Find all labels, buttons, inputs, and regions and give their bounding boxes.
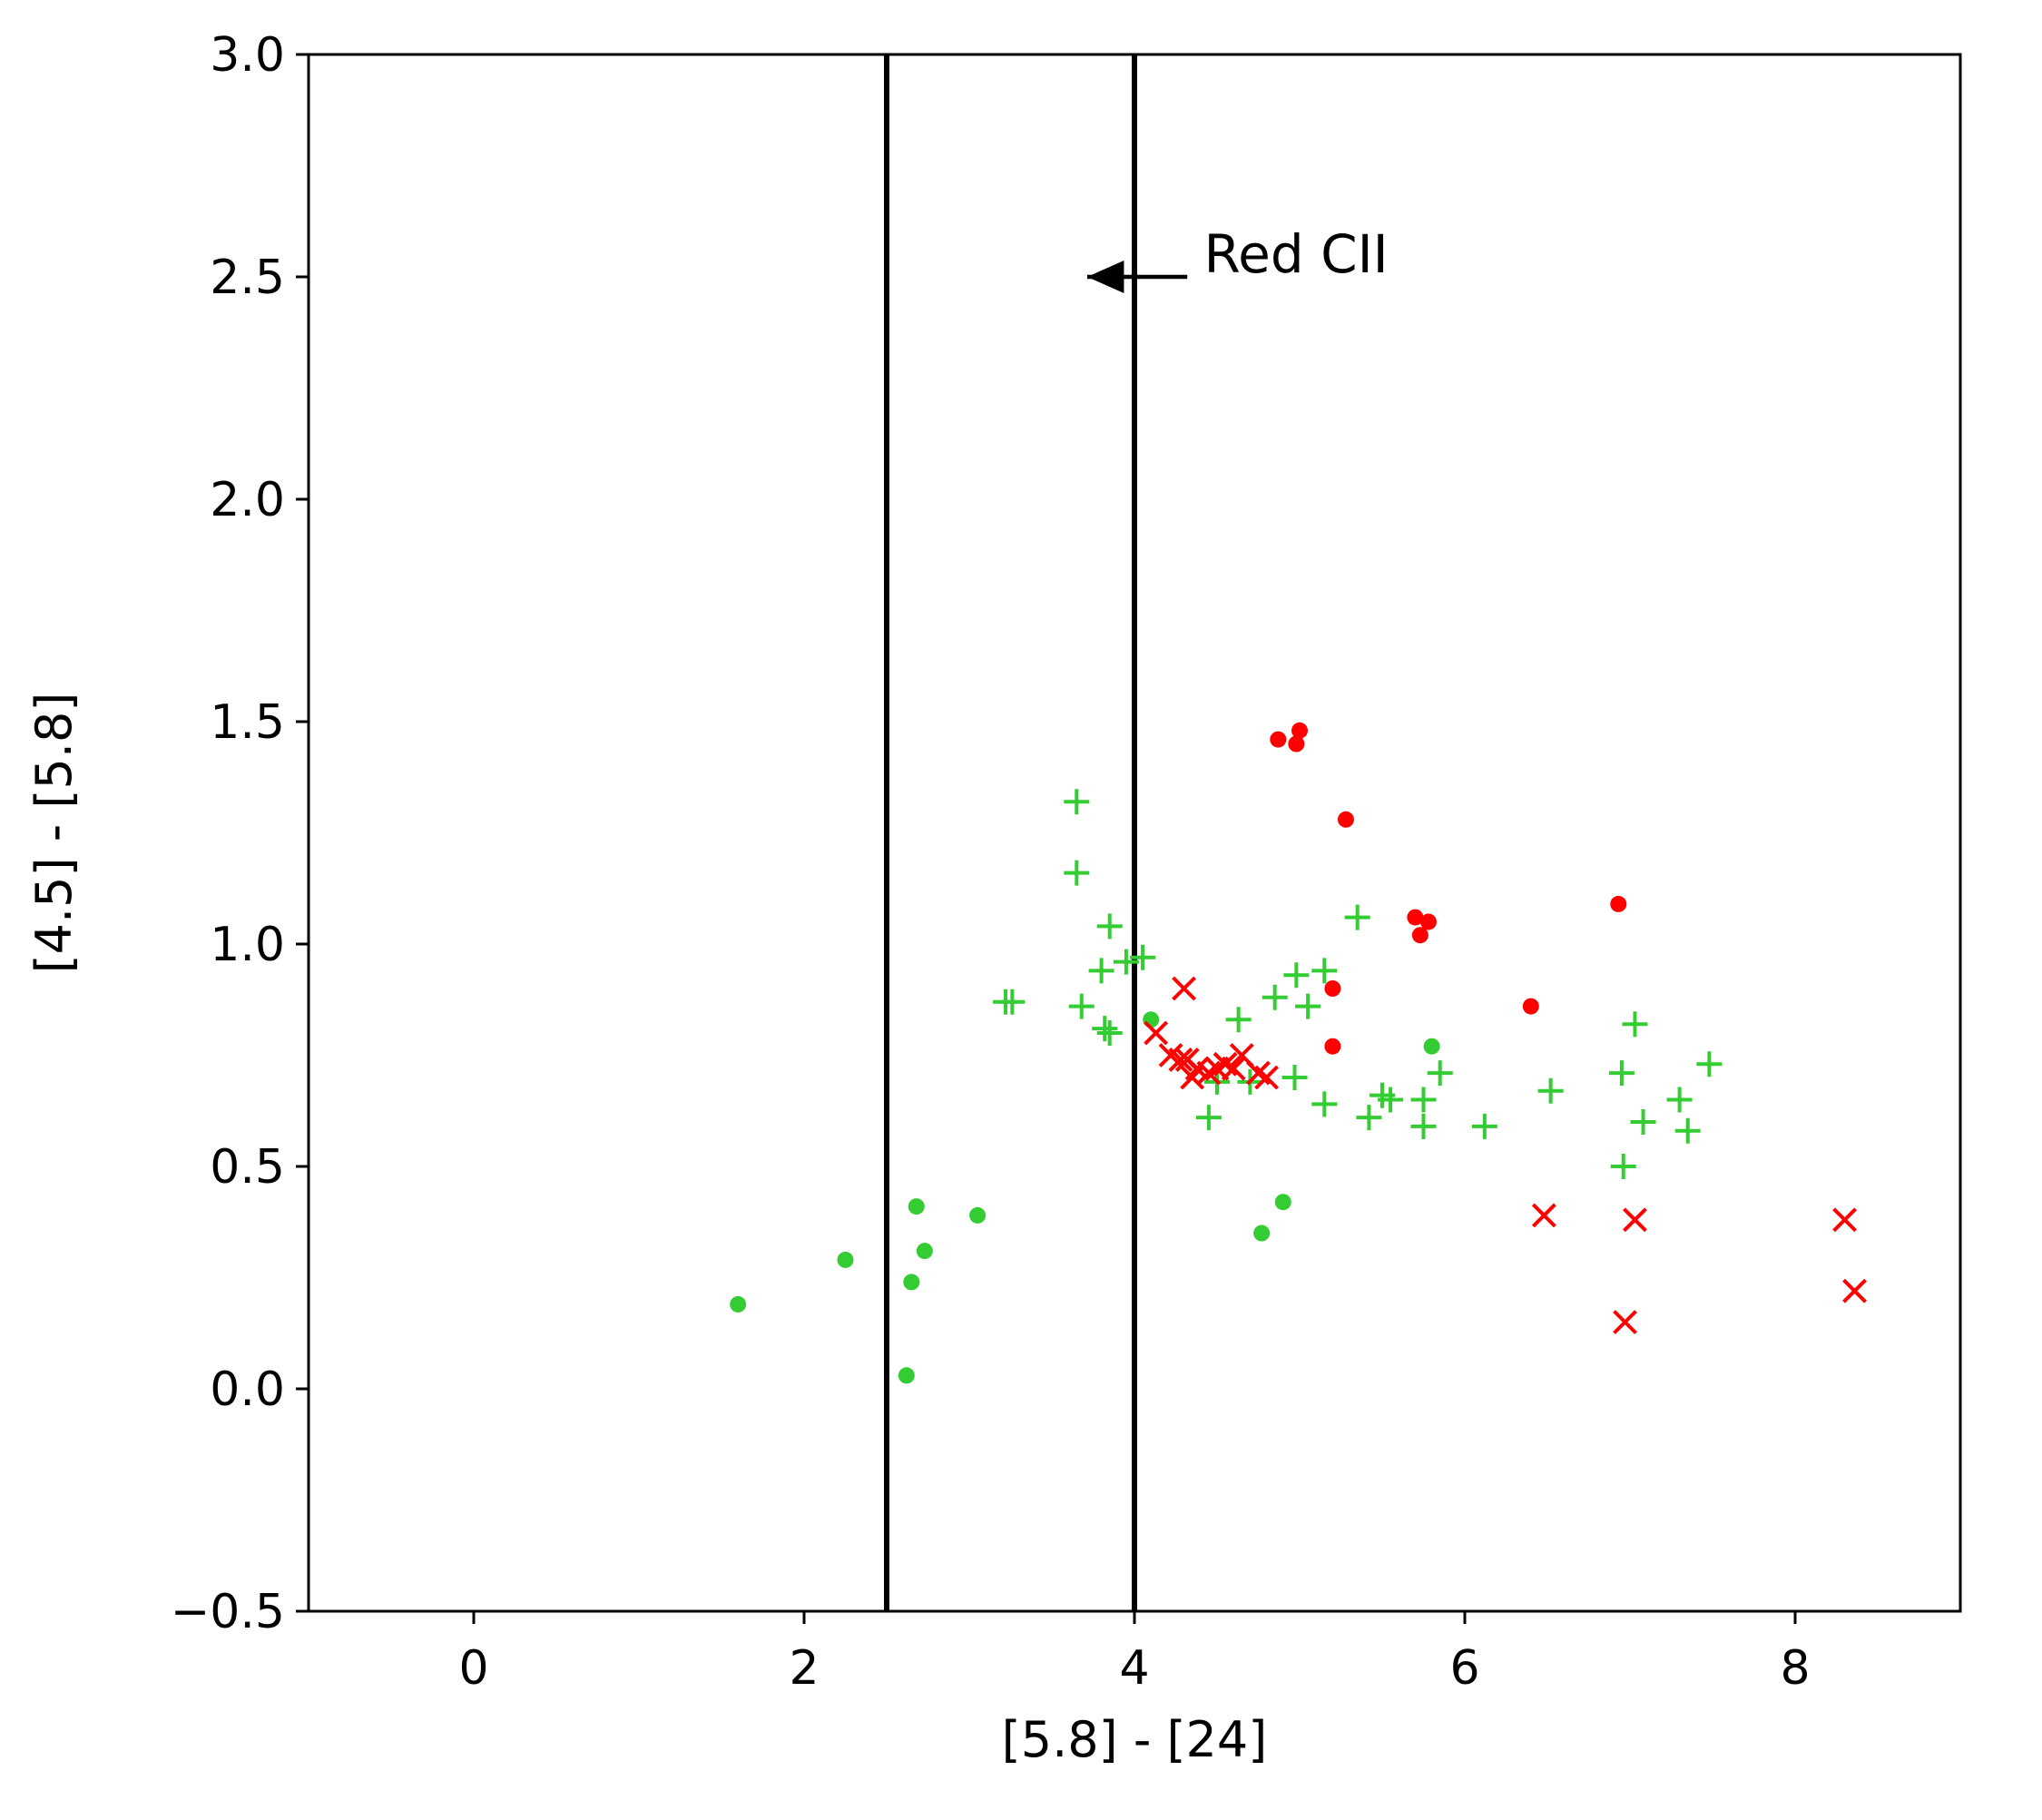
red-dot-point — [1411, 927, 1428, 944]
x-tick-label: 4 — [1119, 1641, 1149, 1696]
y-tick-label: 3.0 — [210, 28, 285, 83]
green-dot-point — [730, 1295, 747, 1313]
red-dot-point — [1610, 895, 1627, 912]
green-plus-point — [1471, 1113, 1497, 1139]
green-dot-point — [969, 1206, 987, 1224]
green-plus-point — [1195, 1105, 1222, 1131]
x-tick-label: 0 — [458, 1641, 488, 1696]
green-dot-point — [837, 1251, 854, 1268]
green-plus-point — [1281, 1065, 1308, 1090]
y-tick-label: 2.0 — [210, 473, 285, 527]
red-x-point — [1221, 1056, 1246, 1081]
green-dot-point — [1274, 1194, 1291, 1211]
green-plus-point — [1064, 860, 1090, 886]
green-plus-point — [1096, 1020, 1123, 1046]
green-plus-point — [1344, 904, 1370, 930]
red-dot-point — [1522, 998, 1539, 1015]
green-plus-point — [1311, 1091, 1338, 1117]
red-dot-point — [1270, 731, 1287, 748]
data-points — [730, 722, 1867, 1384]
green-plus-point — [1262, 984, 1288, 1010]
axis-ticks: 0 2 4 6 8 −0.5 0.0 0.5 1.0 1.5 2.0 2.5 3.0 — [171, 28, 1811, 1696]
green-dot-point — [1423, 1038, 1440, 1055]
green-plus-point — [1410, 1087, 1437, 1113]
green-plus-point — [1088, 958, 1114, 984]
green-dot-point — [1143, 1011, 1160, 1028]
green-dot-point — [1253, 1225, 1271, 1242]
green-dot-point — [916, 1243, 933, 1260]
y-tick-label: 0.5 — [210, 1140, 285, 1195]
red-x-point — [1842, 1278, 1867, 1304]
green-plus-point — [1096, 913, 1123, 940]
red-dot-point — [1419, 913, 1437, 930]
red-dot-point — [1407, 909, 1424, 926]
green-dot-point — [903, 1274, 920, 1291]
vertical-lines — [884, 54, 1137, 1611]
green-plus-point — [1410, 1113, 1437, 1139]
green-plus-point — [999, 989, 1026, 1015]
x-axis-label: [5.8] - [24] — [1002, 1711, 1268, 1768]
green-plus-point — [1356, 1105, 1382, 1131]
y-tick-label: 1.0 — [210, 918, 285, 972]
green-plus-point — [1666, 1087, 1693, 1113]
green-plus-point — [1378, 1087, 1404, 1113]
red-x-point — [1168, 1047, 1193, 1072]
annotations: Red CII — [1086, 223, 1389, 293]
y-tick-label: 0.0 — [210, 1363, 285, 1417]
red-x-point — [1531, 1203, 1556, 1228]
red-x-point — [1254, 1065, 1280, 1090]
green-plus-point — [1225, 1007, 1252, 1033]
annotation-label-red-cii: Red CII — [1203, 223, 1388, 285]
green-plus-point — [1311, 958, 1338, 984]
green-plus-point — [1696, 1051, 1723, 1077]
green-plus-point — [1427, 1060, 1453, 1087]
green-plus-point — [1283, 962, 1310, 989]
x-tick-label: 8 — [1780, 1641, 1810, 1696]
green-dot-point — [898, 1367, 915, 1384]
y-tick-label: 1.5 — [210, 695, 285, 750]
red-dot-point — [1288, 735, 1305, 753]
red-dot-point — [1337, 811, 1354, 828]
red-x-point — [1832, 1207, 1858, 1233]
green-plus-point — [1064, 789, 1090, 815]
x-tick-label: 6 — [1449, 1641, 1479, 1696]
green-plus-point — [1622, 1011, 1648, 1038]
y-tick-label: −0.5 — [171, 1585, 285, 1639]
green-plus-point — [1092, 1016, 1118, 1042]
red-dot-point — [1291, 722, 1308, 739]
y-axis-label: [4.5] - [5.8] — [25, 693, 83, 974]
green-plus-point — [1113, 949, 1139, 975]
red-x-point — [1613, 1310, 1637, 1334]
green-plus-point — [1295, 993, 1321, 1019]
red-x-point — [1172, 976, 1197, 1001]
green-plus-point — [1610, 1154, 1636, 1179]
red-x-point — [1144, 1020, 1169, 1046]
green-plus-point — [1130, 944, 1156, 970]
green-plus-point — [1630, 1109, 1656, 1135]
green-plus-point — [1537, 1077, 1564, 1104]
y-tick-label: 2.5 — [210, 251, 285, 305]
red-x-point — [1623, 1207, 1647, 1233]
green-plus-point — [1068, 993, 1095, 1019]
green-plus-point — [1608, 1060, 1635, 1087]
x-tick-label: 2 — [789, 1641, 819, 1696]
green-plus-point — [1674, 1117, 1701, 1144]
red-dot-point — [1324, 1038, 1341, 1055]
green-dot-point — [908, 1198, 925, 1215]
red-dot-point — [1324, 980, 1341, 997]
